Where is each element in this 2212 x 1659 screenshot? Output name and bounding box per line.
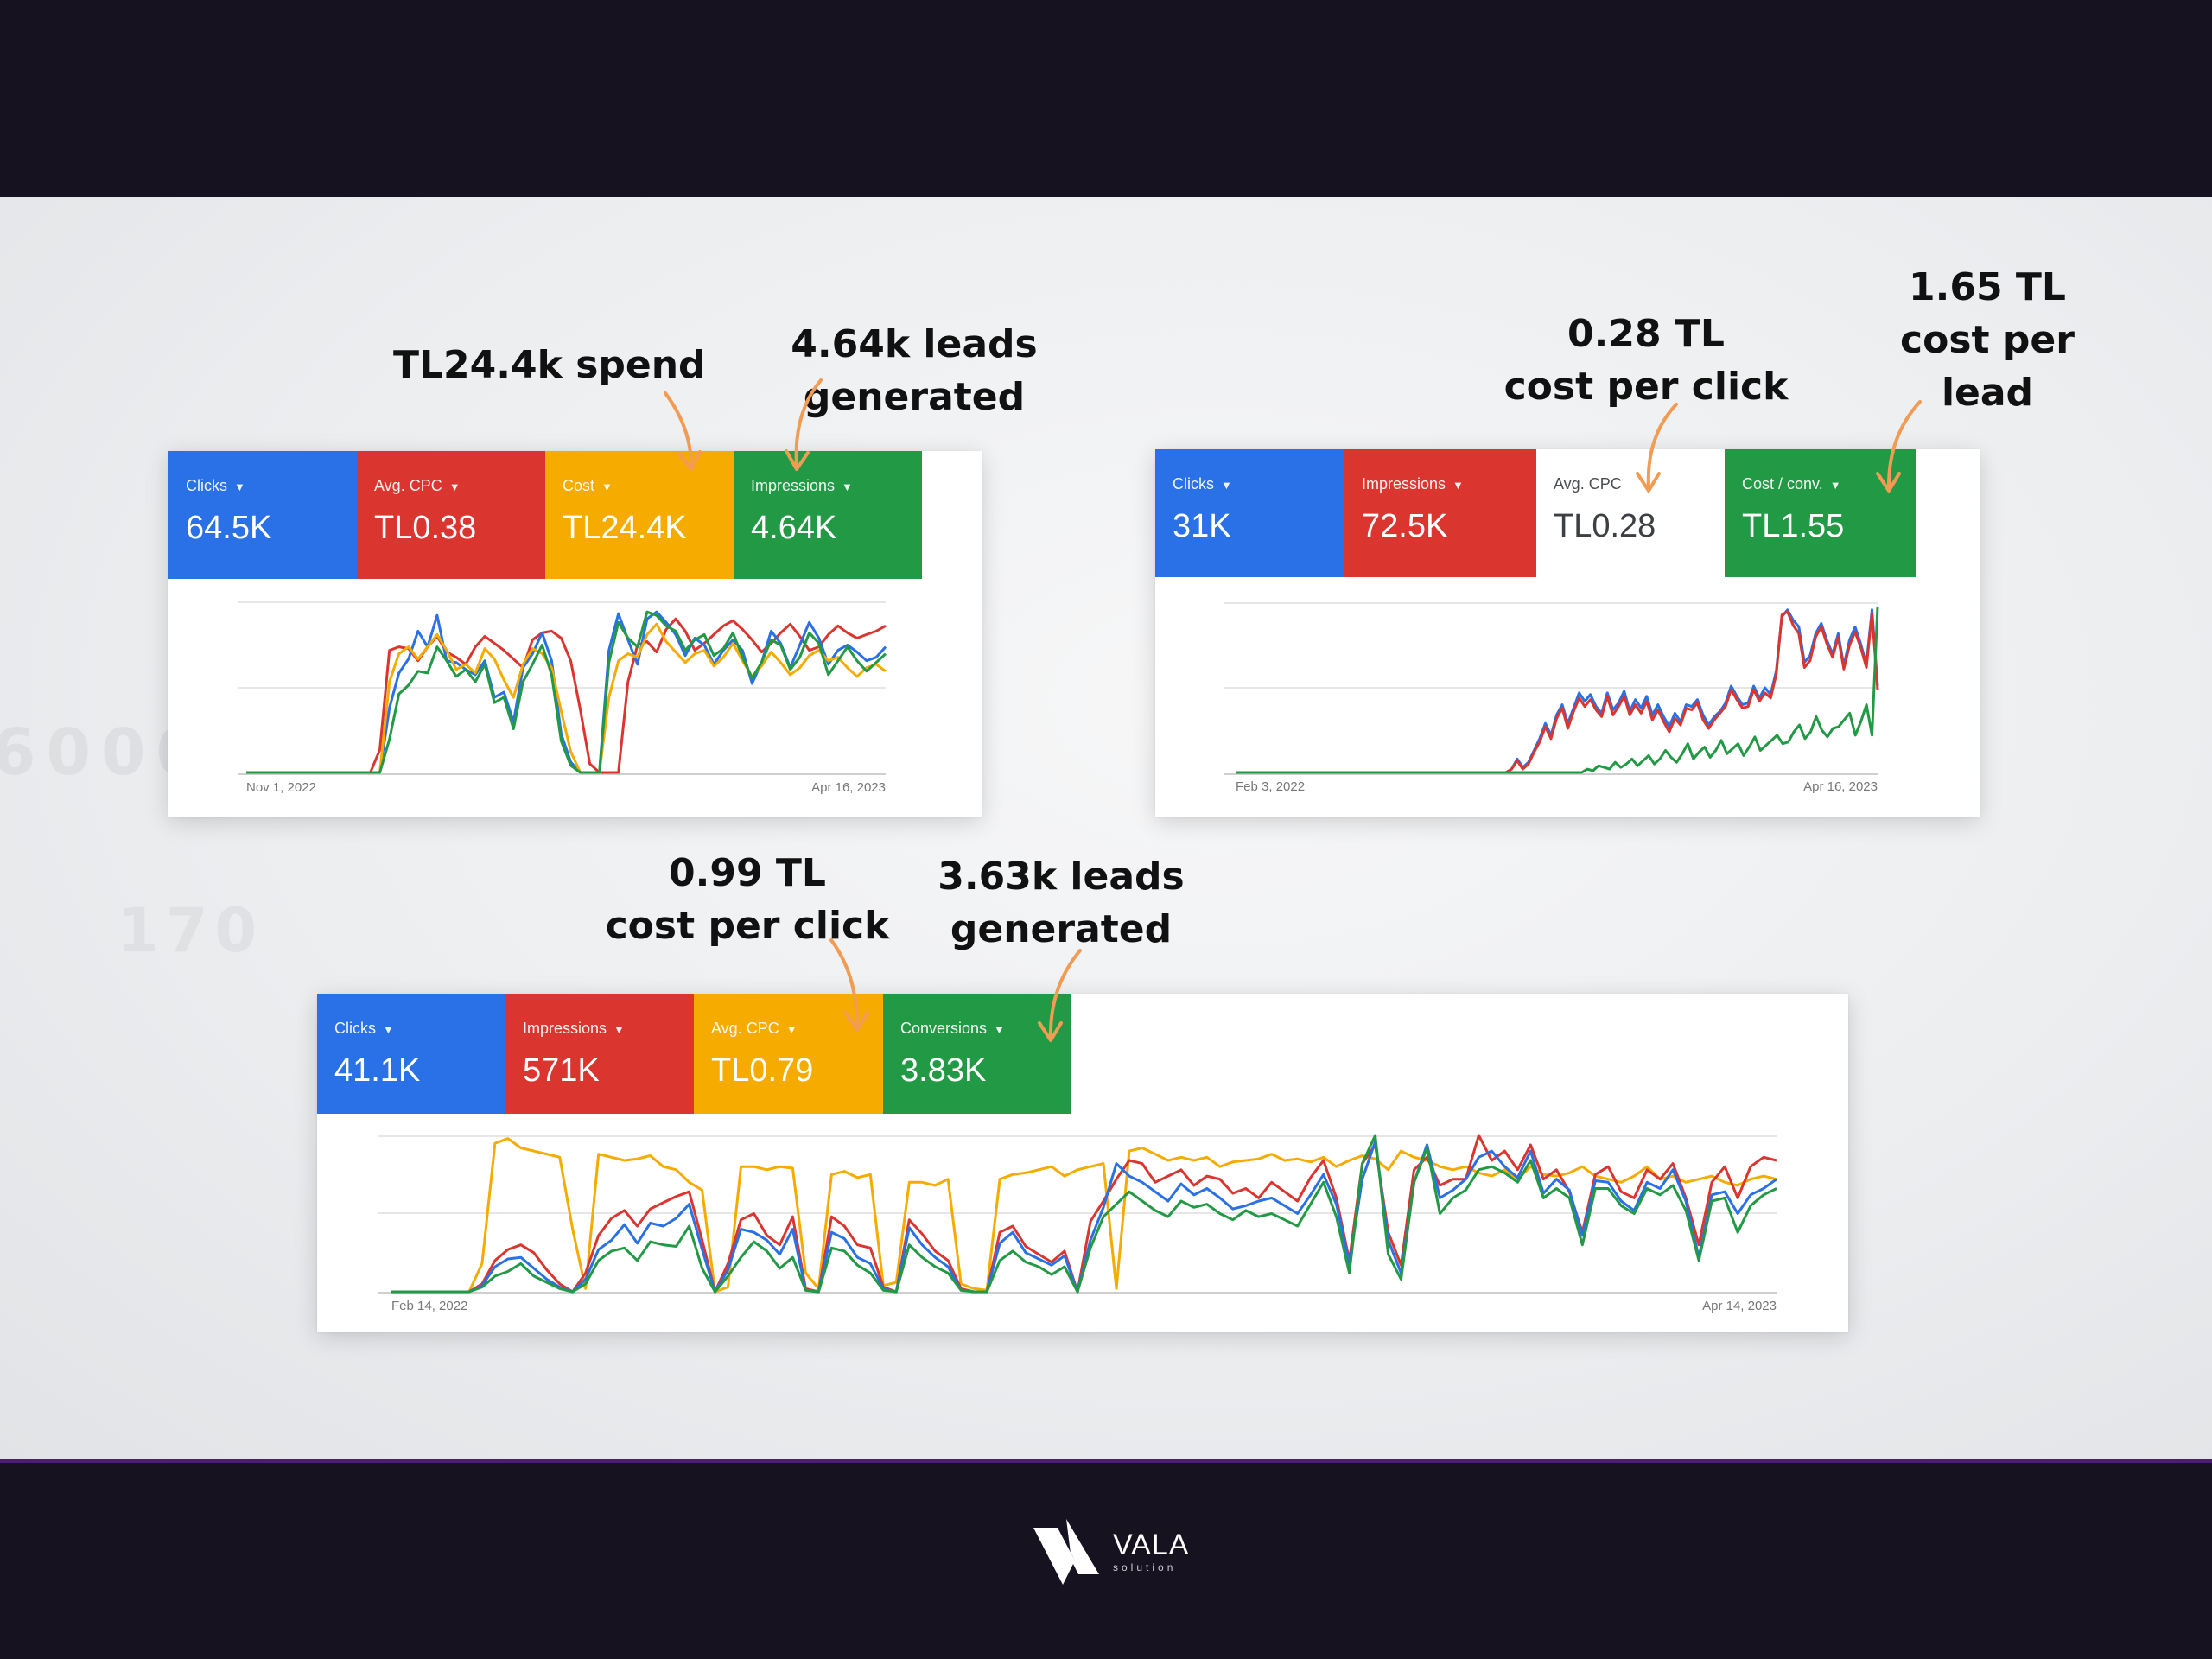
annotation-line: 0.99 TL — [669, 851, 826, 895]
chart-series-group — [246, 610, 887, 774]
annotation-line: cost per click — [605, 904, 890, 948]
metric-tile-conversions[interactable]: Conversions ▼ 3.83K — [883, 994, 1071, 1114]
annotation-line: 0.28 TL — [1567, 312, 1725, 356]
metric-tile-avg-cpc[interactable]: Avg. CPC ▼ TL0.79 — [694, 994, 883, 1114]
x-axis-start-label: Feb 3, 2022 — [1236, 779, 1305, 794]
metric-label: Clicks ▼ — [186, 477, 245, 494]
annotation-cost-per-lead: 1.65 TL cost per lead — [1866, 261, 2108, 419]
bottom-letterbox-bar — [0, 1463, 2212, 1659]
metric-value: 31K — [1173, 508, 1231, 544]
dropdown-caret-icon: ▼ — [994, 1023, 1005, 1036]
annotation-line: 1.65 TL — [1909, 265, 2066, 309]
metrics-card-3: Clicks ▼ 41.1K Impressions ▼ 571K Avg. CPC… — [317, 994, 1848, 1332]
logo-tagline: solution — [1113, 1561, 1177, 1573]
x-axis-end-label: Apr 16, 2023 — [811, 780, 886, 795]
metric-value: 4.64K — [751, 510, 837, 546]
metric-value: 72.5K — [1362, 508, 1448, 544]
annotation-spend: TL24.4k spend — [393, 339, 706, 391]
metric-label: Avg. CPC ▼ — [711, 1020, 798, 1037]
dropdown-caret-icon: ▼ — [1221, 479, 1232, 492]
metric-tiles: Clicks ▼ 31K Impressions ▼ 72.5K Avg. CPC … — [1155, 449, 1916, 577]
dropdown-caret-icon: ▼ — [785, 1023, 798, 1036]
chart-series-line-2 — [391, 1134, 1777, 1294]
dropdown-caret-icon: ▼ — [601, 480, 613, 493]
annotation-line: 4.64k leads — [791, 322, 1038, 366]
metrics-card-2: Clicks ▼ 31K Impressions ▼ 72.5K Avg. CPC … — [1155, 449, 1980, 817]
metric-tile-clicks[interactable]: Clicks ▼ 64.5K — [168, 451, 357, 579]
chart-series-group — [391, 1134, 1777, 1294]
annotation-line: generated — [950, 907, 1173, 951]
line-chart: Feb 14, 2022 Apr 14, 2023 — [378, 1134, 1777, 1313]
x-axis-start-label: Nov 1, 2022 — [246, 780, 316, 795]
annotation-cost-per-click: 0.28 TL cost per click — [1499, 308, 1793, 413]
metrics-card-1: Clicks ▼ 64.5K Avg. CPC ▼ TL0.38 Cost ▼ TL2… — [168, 451, 982, 817]
vala-logo: VALA solution — [1028, 1517, 1189, 1586]
chart-series-line-3 — [1236, 606, 1879, 774]
metric-tile-impressions[interactable]: Impressions ▼ 72.5K — [1344, 449, 1536, 577]
metric-tile-clicks[interactable]: Clicks ▼ 41.1K — [317, 994, 505, 1114]
metric-value: TL1.55 — [1742, 508, 1845, 544]
metric-tile-clicks[interactable]: Clicks ▼ 31K — [1155, 449, 1344, 577]
metric-tile-cost-per-conversion[interactable]: Cost / conv. ▼ TL1.55 — [1725, 449, 1916, 577]
metric-value: TL24.4K — [563, 510, 687, 546]
metric-tiles: Clicks ▼ 64.5K Avg. CPC ▼ TL0.38 Cost ▼ TL2… — [168, 451, 922, 579]
line-chart: Nov 1, 2022 Apr 16, 2023 — [238, 601, 887, 795]
annotation-line: TL24.4k spend — [393, 343, 706, 387]
chart-series-group — [1236, 606, 1879, 774]
metric-label: Clicks ▼ — [334, 1020, 394, 1037]
metric-tiles: Clicks ▼ 41.1K Impressions ▼ 571K Avg. CPC… — [317, 994, 1071, 1114]
metric-label: Cost / conv. ▼ — [1742, 475, 1841, 493]
annotation-leads-generated: 3.63k leads generated — [931, 850, 1191, 956]
footer-accent-line — [0, 1459, 2212, 1463]
metric-tile-avg-cpc[interactable]: Avg. CPC TL0.28 — [1536, 449, 1725, 577]
metric-label: Clicks ▼ — [1173, 475, 1232, 493]
metric-label: Impressions ▼ — [523, 1020, 625, 1037]
annotation-line: generated — [803, 375, 1026, 419]
metric-label: Avg. CPC — [1554, 475, 1622, 493]
metric-tile-impressions[interactable]: Impressions ▼ 571K — [505, 994, 694, 1114]
metric-tile-impressions[interactable]: Impressions ▼ 4.64K — [734, 451, 922, 579]
metric-label: Cost ▼ — [563, 477, 613, 494]
annotation-line: 3.63k leads — [938, 855, 1185, 899]
line-chart: Feb 3, 2022 Apr 16, 2023 — [1224, 602, 1879, 794]
dropdown-caret-icon: ▼ — [613, 1023, 625, 1036]
chart-series-line-1 — [391, 1137, 1777, 1294]
metric-label: Impressions ▼ — [751, 477, 853, 494]
metric-value: 41.1K — [334, 1052, 421, 1089]
dropdown-caret-icon: ▼ — [1452, 479, 1464, 492]
annotation-line: cost per click — [1503, 365, 1789, 409]
dropdown-caret-icon: ▼ — [448, 480, 461, 493]
dropdown-caret-icon: ▼ — [842, 480, 853, 493]
chart-series-line-2 — [1236, 610, 1879, 774]
x-axis-end-label: Apr 14, 2023 — [1702, 1299, 1777, 1313]
metric-label: Impressions ▼ — [1362, 475, 1464, 493]
x-axis-end-label: Apr 16, 2023 — [1803, 779, 1878, 794]
metric-label: Conversions ▼ — [900, 1020, 1005, 1037]
dropdown-caret-icon: ▼ — [1829, 479, 1841, 492]
chart-series-line-2 — [246, 610, 887, 774]
annotation-line: lead — [1941, 371, 2034, 415]
top-letterbox-bar — [0, 0, 2212, 197]
background-ghost-number: 170 — [117, 895, 264, 966]
annotation-cost-per-click: 0.99 TL cost per click — [601, 847, 894, 952]
metric-value: 571K — [523, 1052, 600, 1089]
annotation-leads-generated: 4.64k leads generated — [776, 318, 1052, 423]
metric-tile-avg-cpc[interactable]: Avg. CPC ▼ TL0.38 — [357, 451, 545, 579]
vala-logo-mark-icon — [1033, 1519, 1099, 1585]
logo-wordmark: VALA — [1113, 1529, 1190, 1561]
metric-value: TL0.28 — [1554, 508, 1656, 544]
dropdown-caret-icon: ▼ — [234, 480, 245, 493]
metric-tile-cost[interactable]: Cost ▼ TL24.4K — [545, 451, 734, 579]
x-axis-start-label: Feb 14, 2022 — [391, 1299, 467, 1313]
annotation-line: cost per — [1900, 318, 2075, 362]
chart-series-line-4 — [391, 1134, 1777, 1294]
dropdown-caret-icon: ▼ — [383, 1023, 394, 1036]
metric-label: Avg. CPC ▼ — [374, 477, 461, 494]
chart-series-line-4 — [246, 610, 887, 774]
metric-value: TL0.79 — [711, 1052, 814, 1089]
metric-value: 64.5K — [186, 510, 272, 546]
metric-value: 3.83K — [900, 1052, 987, 1089]
metric-value: TL0.38 — [374, 510, 477, 546]
